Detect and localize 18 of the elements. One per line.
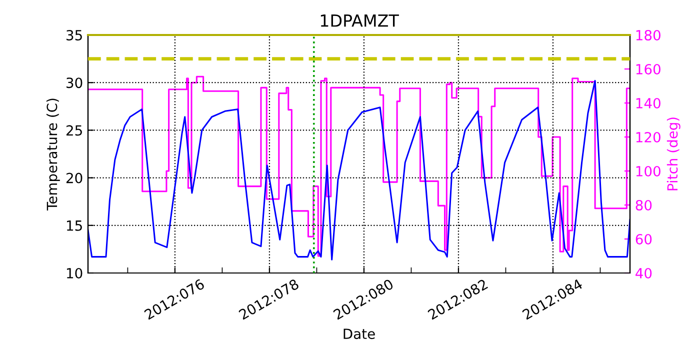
y2-tick-label: 180: [636, 30, 660, 40]
y2-tick-label: 140: [636, 98, 660, 108]
y-tick-label: 30: [66, 78, 82, 88]
y2-tick-label: 160: [636, 64, 660, 74]
y-axis-title: Temperature (C): [46, 98, 60, 210]
x-axis-title: Date: [344, 328, 375, 340]
y-tick-label: 20: [66, 172, 82, 184]
y2-tick-label: 60: [636, 234, 652, 244]
y2-tick-label: 100: [636, 166, 660, 176]
y-tick-label: 10: [66, 268, 82, 278]
y-tick-label: 25: [66, 125, 82, 136]
y-tick-label: 15: [66, 220, 82, 231]
y-tick-label: 35: [66, 30, 82, 40]
chart-title: 1DPAMZT: [320, 14, 399, 27]
y2-tick-label: 80: [636, 200, 652, 210]
y2-tick-label: 120: [636, 132, 660, 142]
y2-tick-label: 40: [636, 268, 652, 278]
y2-axis-title: Pitch (deg): [666, 118, 680, 190]
